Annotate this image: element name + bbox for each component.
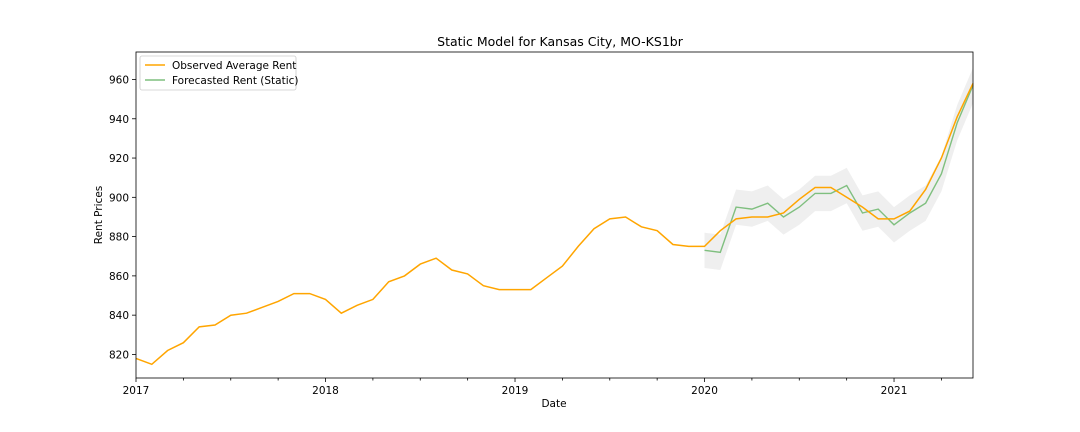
- y-axis-label: Rent Prices: [93, 186, 105, 244]
- x-tick-label: 2017: [123, 385, 150, 397]
- legend-label-observed: Observed Average Rent: [172, 60, 296, 72]
- series-lines-layer: [135, 83, 974, 366]
- y-tick-label: 820: [109, 349, 129, 361]
- chart-title: Static Model for Kansas City, MO-KS1br: [437, 34, 684, 49]
- plot-frame: [135, 51, 974, 379]
- legend-box: [139, 55, 297, 91]
- series-line-forecasted-rent: [704, 85, 974, 254]
- y-axis: 820 840 860 880 900 920 940 960: [109, 74, 136, 361]
- y-tick-label: 880: [109, 232, 129, 244]
- x-axis-label: Date: [541, 398, 566, 410]
- legend-label-forecast: Forecasted Rent (Static): [172, 75, 299, 87]
- series-line-observed-rent: [135, 83, 974, 366]
- x-tick-label: 2018: [312, 385, 339, 397]
- x-tick-label: 2020: [691, 385, 718, 397]
- y-tick-label: 940: [109, 114, 129, 126]
- x-tick-label: 2019: [502, 385, 529, 397]
- y-tick-label: 960: [109, 74, 129, 86]
- confidence-band-layer: [704, 67, 973, 270]
- x-axis: 2017 2018 2019 2020 2021: [123, 378, 942, 397]
- x-tick-label: 2021: [881, 385, 908, 397]
- y-tick-label: 860: [109, 271, 129, 283]
- y-tick-label: 840: [109, 310, 129, 322]
- y-tick-label: 900: [109, 192, 129, 204]
- forecast-confidence-band: [704, 67, 973, 270]
- legend: Observed Average Rent Forecasted Rent (S…: [139, 55, 299, 91]
- y-tick-label: 920: [109, 153, 129, 165]
